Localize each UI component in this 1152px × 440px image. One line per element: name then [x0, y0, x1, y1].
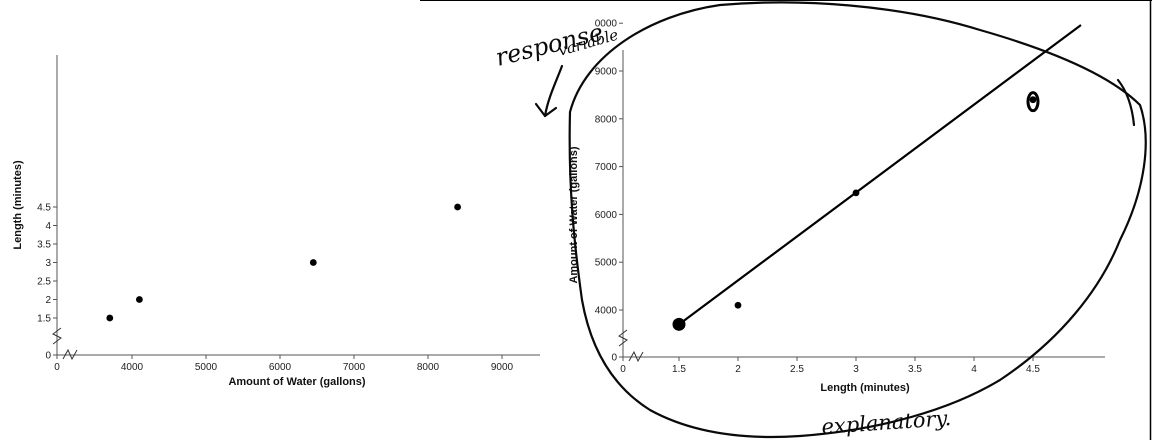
x-tick-label: 0 [54, 362, 60, 373]
y-tick-label: 0 [611, 353, 617, 364]
y-tick-label: 3 [45, 258, 51, 269]
data-point [106, 314, 114, 322]
y-tick-label: 9000 [595, 67, 618, 78]
x-tick-label: 9000 [491, 362, 514, 373]
y-axis-break-mark [618, 329, 628, 347]
data-point [1029, 96, 1037, 104]
y-tick-label: 6000 [595, 210, 618, 221]
x-axis-title: Amount of Water (gallons) [228, 376, 365, 388]
x-tick-label: 5000 [195, 362, 218, 373]
x-axis-break-mark [628, 350, 644, 363]
y-tick-label: 4.5 [37, 203, 51, 214]
x-tick-label: 2 [735, 364, 741, 375]
x-tick-label: 1.5 [672, 364, 686, 375]
x-tick-label: 4000 [121, 362, 144, 373]
trend-line [677, 24, 1082, 326]
y-axis-title: Amount of Water (gallons) [568, 146, 580, 283]
x-tick-label: 8000 [417, 362, 440, 373]
y-axis-title: Length (minutes) [12, 160, 24, 250]
x-axis-break-mark [62, 348, 78, 361]
y-axis-break-mark [52, 327, 62, 345]
x-tick-label: 7000 [343, 362, 366, 373]
y-tick-label: 4000 [595, 306, 618, 317]
y-tick-label: 0000 [595, 19, 618, 30]
x-tick-label: 4 [971, 364, 977, 375]
x-tick-label: 3 [853, 364, 859, 375]
data-point [136, 296, 143, 303]
data-point [309, 259, 317, 266]
y-tick-label: 2 [45, 295, 51, 306]
x-tick-label: 4.5 [1026, 364, 1040, 375]
y-tick-label: 8000 [595, 114, 618, 125]
x-tick-label: 2.5 [790, 364, 804, 375]
y-tick-label: 7000 [595, 162, 618, 173]
x-tick-label: 0 [620, 364, 626, 375]
data-point [454, 203, 461, 211]
y-tick-label: 3.5 [37, 240, 51, 251]
x-axis-title: Length (minutes) [820, 382, 910, 394]
y-tick-label: 1.5 [37, 314, 51, 325]
x-tick-label: 6000 [269, 362, 292, 373]
hand-drawn-bracket [1116, 78, 1136, 127]
y-tick-label: 5000 [595, 258, 618, 269]
chart-length-vs-water: Length (minutes) Amount of Water (gallon… [12, 55, 540, 388]
chart-water-vs-length: Amount of Water (gallons) Length (minute… [568, 19, 1105, 394]
data-point [734, 301, 742, 309]
x-tick-label: 3.5 [908, 364, 922, 375]
y-tick-label: 4 [45, 221, 51, 232]
y-tick-label: 0 [45, 351, 51, 362]
y-tick-label: 2.5 [37, 277, 51, 288]
ink-mark [672, 317, 686, 331]
